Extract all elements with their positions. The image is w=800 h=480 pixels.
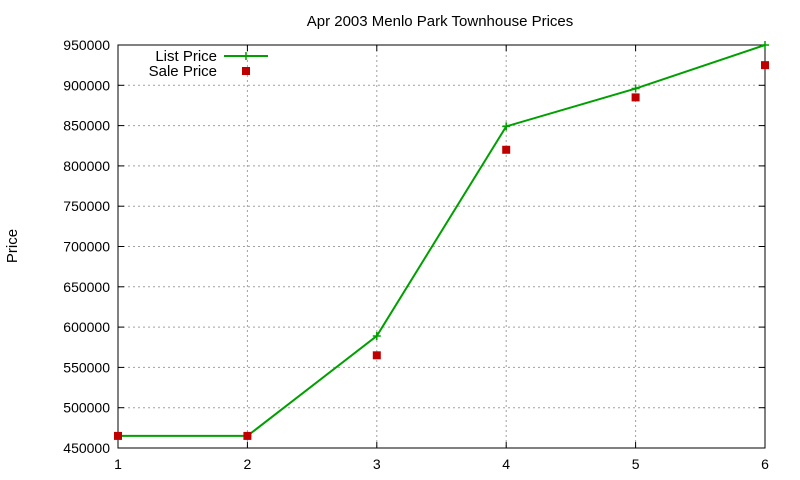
plot-area-border: [117, 44, 766, 449]
x-tick-label: 6: [761, 456, 769, 472]
y-tick-label: 600000: [63, 319, 110, 335]
list-price-point: [631, 84, 640, 93]
legend-marker-sale-price: [242, 67, 250, 75]
y-tick-label: 700000: [63, 239, 110, 255]
x-tick-label: 4: [502, 456, 510, 472]
y-tick-label: 900000: [63, 77, 110, 93]
x-tick-label: 2: [244, 456, 252, 472]
y-tick-label: 800000: [63, 158, 110, 174]
sale-price-point: [502, 145, 511, 154]
sale-price-point: [631, 93, 640, 102]
y-tick-label: 550000: [63, 359, 110, 375]
y-tick-label: 650000: [63, 279, 110, 295]
list-price-point: [761, 41, 769, 49]
x-tick-label: 5: [632, 456, 640, 472]
y-tick-label: 850000: [63, 118, 110, 134]
x-tick-label: 3: [373, 456, 381, 472]
grid-lines: [118, 45, 765, 448]
axis-ticks: 450000 500000 550000 600000 650000 700000 7500…: [63, 37, 769, 472]
y-axis-label: Price: [4, 229, 21, 263]
list-price-line: [118, 44, 766, 437]
legend-marker-list-price: [242, 52, 250, 60]
sale-price-point: [372, 351, 381, 360]
y-tick-label: 450000: [63, 440, 110, 456]
sale-price-point: [761, 61, 769, 70]
list-price-point: [502, 122, 511, 131]
chart-title: Apr 2003 Menlo Park Townhouse Prices: [307, 13, 574, 30]
data-marks: [114, 41, 769, 440]
y-tick-label: 500000: [63, 400, 110, 416]
y-tick-label: 950000: [63, 37, 110, 53]
x-tick-label: 1: [114, 456, 122, 472]
list-price-point: [372, 331, 381, 340]
legend-label-list-price: List Price: [155, 48, 217, 65]
legend-label-sale-price: Sale Price: [149, 63, 217, 80]
sale-price-point: [243, 431, 252, 440]
sale-price-point: [114, 431, 122, 440]
y-tick-label: 750000: [63, 198, 110, 214]
